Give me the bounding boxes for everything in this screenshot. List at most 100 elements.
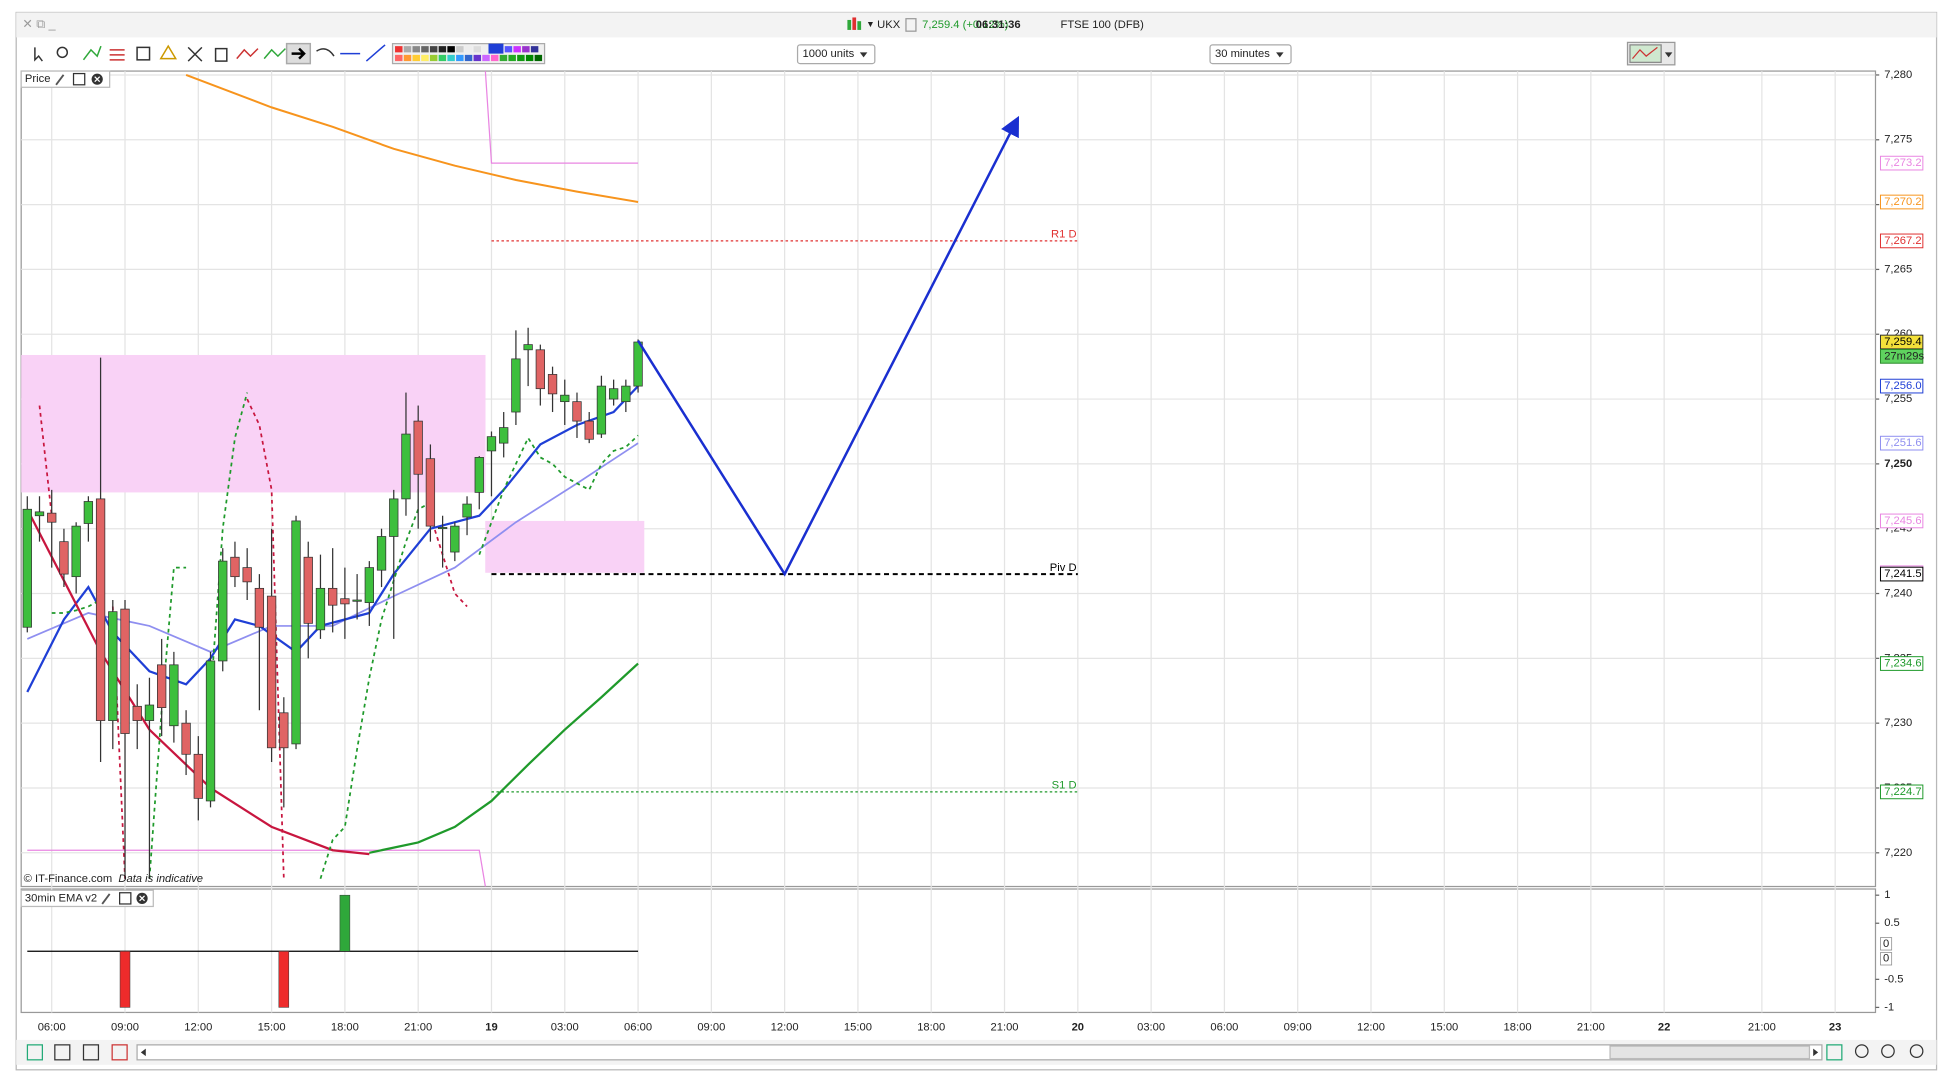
x-tick-label: 06:00 (624, 1021, 652, 1033)
value-marker (1880, 952, 1893, 966)
candle-body (59, 541, 69, 575)
moving-average (185, 74, 639, 203)
price-marker (1879, 334, 1924, 350)
candle-body (315, 587, 326, 631)
bottom-bar (16, 1039, 1937, 1065)
fib-tool[interactable] (109, 49, 125, 61)
axes: 06:00 09:00 12:00 15:00 18:00 21:00 19 03:00 06:… (38, 69, 1925, 1033)
line-tool[interactable] (82, 45, 102, 61)
signal-bar (278, 951, 290, 1008)
candle-body (83, 501, 94, 524)
price-marker-label: 7,270.2 (1884, 196, 1921, 208)
alert-tool[interactable] (159, 44, 178, 60)
scrollbar[interactable] (136, 1044, 1823, 1061)
zoom-fit-button[interactable] (1854, 1044, 1869, 1058)
ray-tool[interactable] (365, 44, 386, 62)
title-bar (16, 12, 1937, 38)
maximize-icon[interactable] (72, 72, 86, 86)
pivot-label: R1 D (1051, 229, 1077, 241)
candle-body (181, 722, 191, 755)
size-dropdown[interactable]: 1000 units (796, 44, 876, 65)
zoom-tool[interactable] (56, 46, 69, 59)
x-tick-label: 23 (1829, 1021, 1841, 1033)
x-tick-label: 15:00 (258, 1021, 286, 1033)
candle-body (108, 611, 118, 721)
curve-tool[interactable] (316, 48, 335, 57)
layout-button[interactable] (111, 1044, 128, 1061)
x-tick-label: 21:00 (1748, 1021, 1776, 1033)
candle-body (364, 567, 374, 603)
print-button[interactable] (82, 1044, 100, 1061)
price-marker-label: 7,245.6 (1884, 515, 1921, 527)
value-marker-label: 0 (1883, 938, 1889, 950)
fit-button[interactable] (1826, 1044, 1843, 1061)
indicator-title: 30min EMA v2 (25, 892, 97, 904)
price-marker-label: 7,273.2 (1884, 157, 1921, 169)
price-marker-label: 7,267.2 (1884, 235, 1921, 247)
indicator-settings-icon[interactable] (101, 893, 111, 905)
header-time: 06:31:36 (976, 19, 1021, 31)
candle-body (218, 560, 228, 662)
price-marker (1879, 566, 1924, 582)
price-marker-label: 7,256.0 (1884, 380, 1921, 392)
candle-body (95, 498, 106, 721)
candle-body (425, 458, 436, 527)
candle-body (144, 704, 155, 721)
candle-body (193, 753, 203, 799)
candle-body (596, 385, 607, 435)
refresh-button[interactable] (26, 1044, 43, 1061)
candle-body (389, 498, 399, 537)
indicator-plot (27, 894, 639, 1008)
save-button[interactable] (54, 1044, 71, 1061)
color-palette[interactable] (391, 43, 546, 65)
price-marker (1879, 784, 1924, 800)
candle-body (47, 512, 57, 523)
window-controls[interactable]: ✕ ⧉ _ (22, 17, 56, 31)
x-tick-label: 21:00 (1577, 1021, 1605, 1033)
chart-type-button[interactable] (1626, 41, 1676, 66)
candle-body (572, 401, 582, 422)
x-tick-label: 09:00 (111, 1021, 139, 1033)
countdown: 27m29s (1884, 350, 1924, 362)
price-marker (1879, 194, 1924, 210)
y-tick-label: 7,250 (1884, 458, 1912, 470)
x-tick-label: 12:00 (1357, 1021, 1385, 1033)
x-tick-label: 06:00 (1210, 1021, 1238, 1033)
candle-body (22, 508, 32, 628)
header-symbol[interactable]: ▼ UKX (866, 19, 901, 31)
info-icon[interactable] (905, 18, 917, 32)
moving-average (27, 849, 486, 887)
candle-body (254, 587, 265, 628)
pointer-tool[interactable] (34, 47, 43, 62)
moving-average (484, 71, 639, 164)
candle-body (303, 556, 313, 624)
y-tick-label: 1 (1884, 889, 1890, 901)
indicator-tool[interactable] (236, 48, 259, 60)
text-tool[interactable] (136, 46, 151, 61)
delete-tool[interactable] (214, 47, 228, 62)
interval-dropdown[interactable]: 30 minutes (1209, 44, 1292, 65)
indicator-tool-2[interactable] (263, 48, 286, 60)
candle-body (499, 427, 509, 444)
indicator-maximize-icon[interactable] (119, 892, 132, 905)
y-tick-label: 7,275 (1884, 134, 1912, 146)
pivot-label: Piv D (1050, 562, 1077, 574)
candle-body (547, 374, 558, 395)
zoom-in-button[interactable] (1909, 1044, 1924, 1058)
candle-body (279, 712, 289, 749)
candle-body (437, 527, 448, 530)
candle-body (328, 587, 338, 606)
x-tick-label: 03:00 (551, 1021, 579, 1033)
candle-body (169, 664, 179, 727)
y-tick-label: 7,265 (1884, 263, 1912, 275)
settings-icon[interactable] (55, 74, 65, 86)
y-tick-label: 7,220 (1884, 847, 1912, 859)
tools-tool[interactable] (187, 46, 203, 62)
scroll-thumb[interactable] (1609, 1045, 1811, 1060)
zoom-out-button[interactable] (1881, 1044, 1895, 1058)
x-tick-label: 12:00 (184, 1021, 212, 1033)
price-marker (1879, 233, 1924, 249)
pivot-label: S1 D (1052, 780, 1077, 792)
